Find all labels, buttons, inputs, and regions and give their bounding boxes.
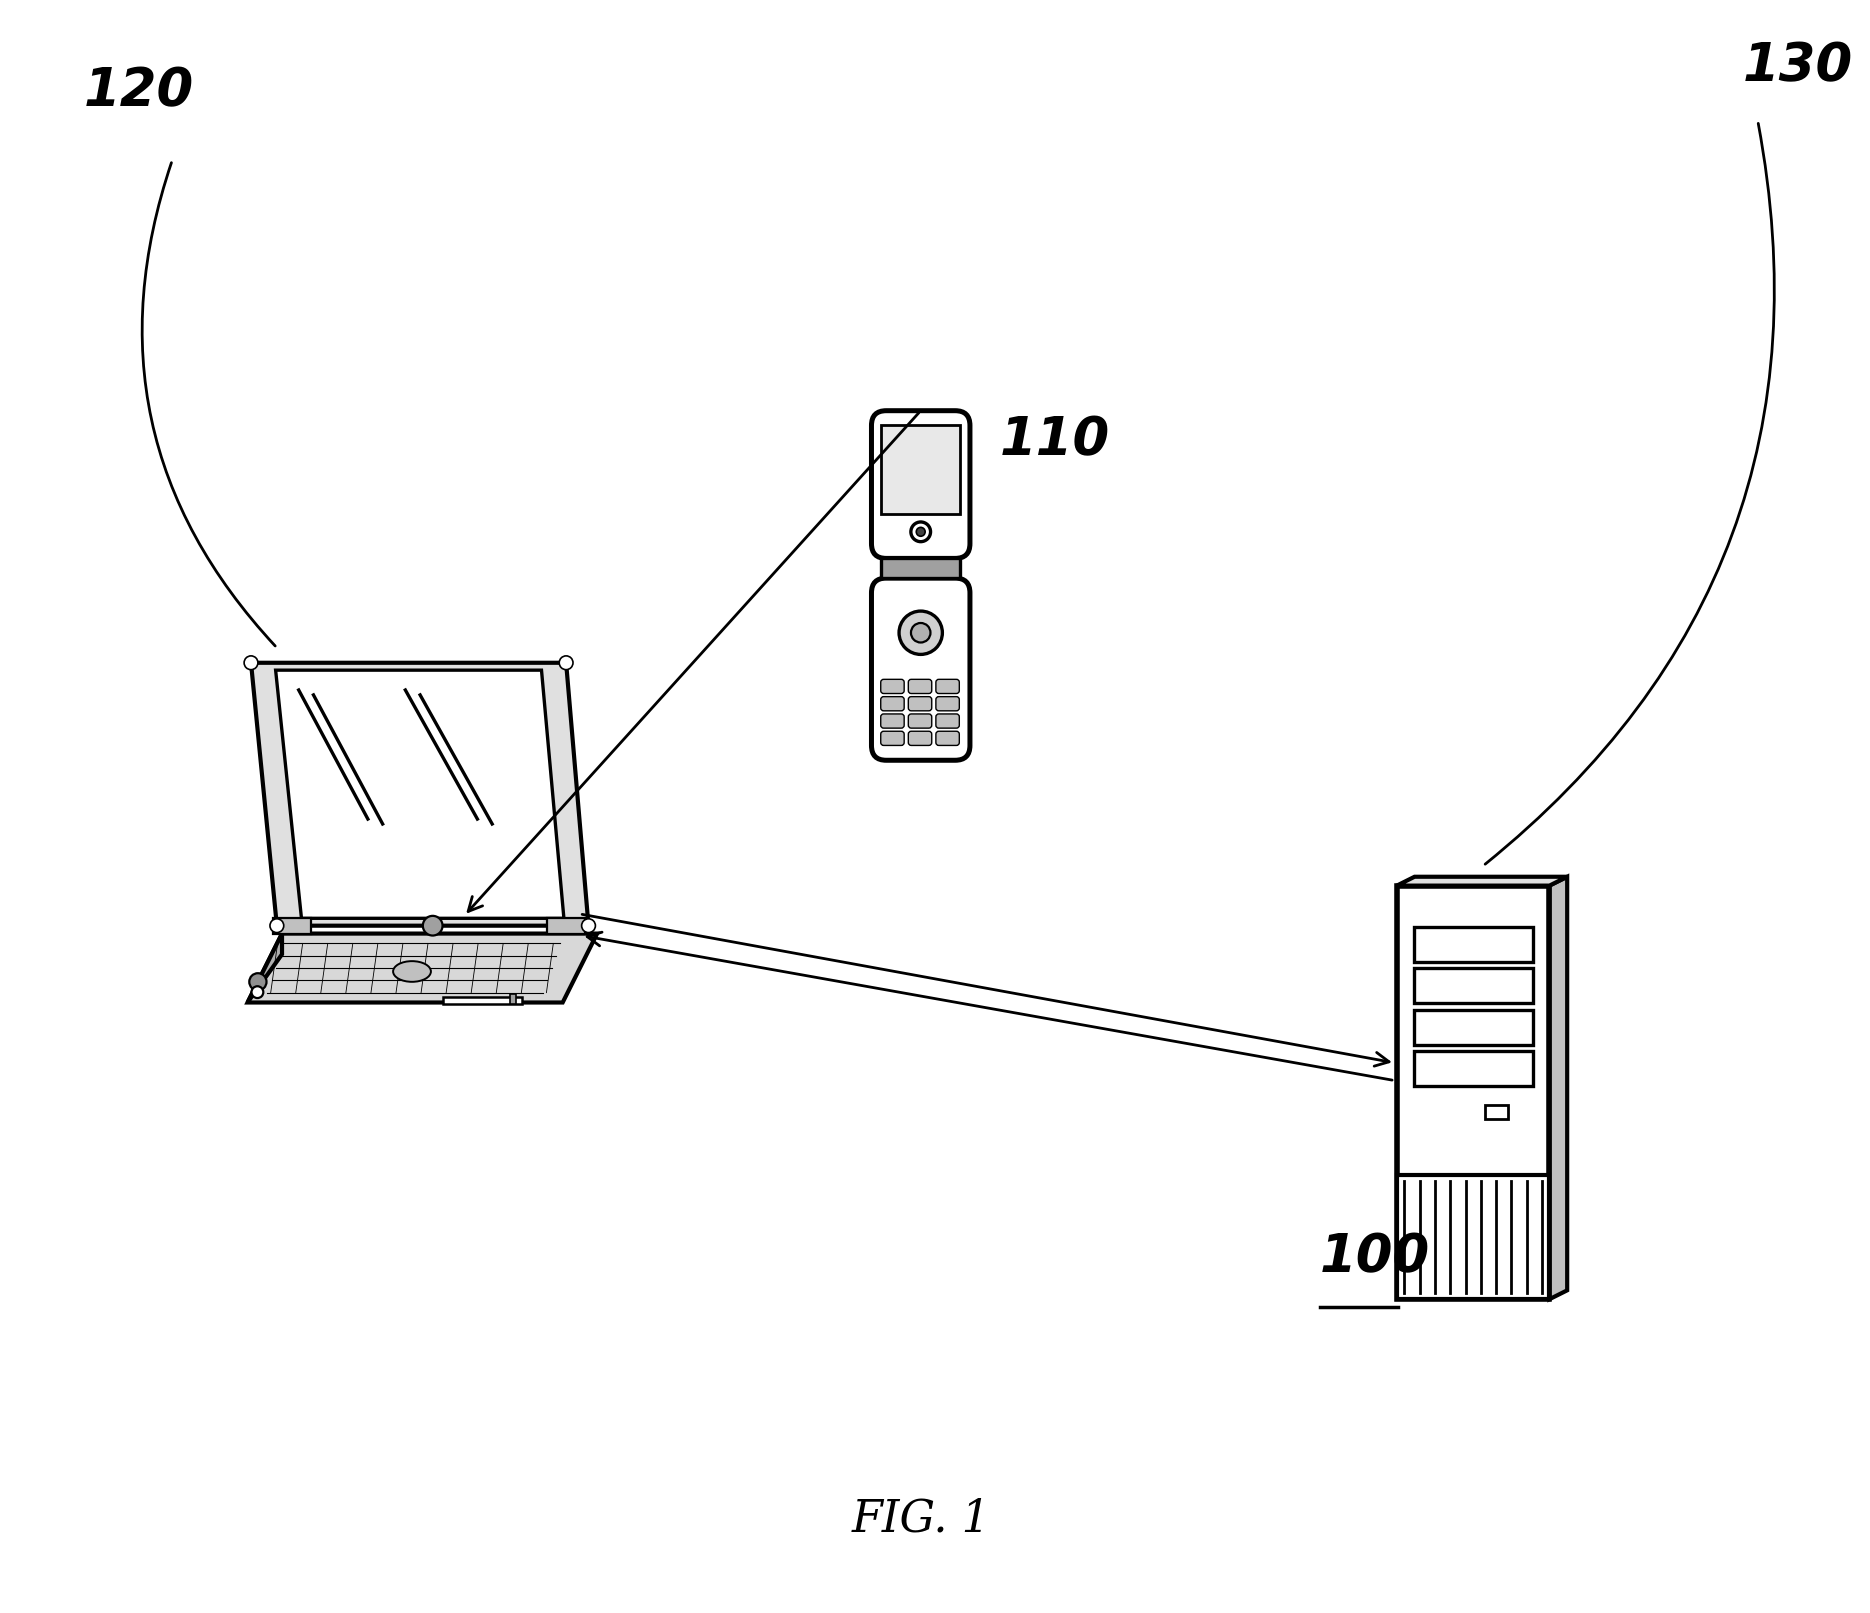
Bar [881,558,959,577]
Bar [1414,968,1533,1003]
Polygon shape [247,934,282,1003]
Circle shape [269,919,284,932]
Circle shape [423,916,443,936]
Bar [511,994,516,1003]
Circle shape [899,611,942,655]
FancyBboxPatch shape [871,577,971,760]
FancyBboxPatch shape [909,679,931,694]
Bar [548,918,585,934]
FancyBboxPatch shape [881,731,905,745]
Bar [273,918,310,934]
Polygon shape [1397,877,1567,886]
Text: FIG. 1: FIG. 1 [851,1497,991,1540]
Polygon shape [247,934,597,1003]
Bar [1485,1105,1509,1119]
FancyBboxPatch shape [909,715,931,727]
Circle shape [911,523,931,542]
FancyBboxPatch shape [935,697,959,711]
FancyBboxPatch shape [935,731,959,745]
Text: 110: 110 [999,415,1109,466]
Text: 120: 120 [84,65,194,116]
FancyBboxPatch shape [909,697,931,711]
FancyBboxPatch shape [935,679,959,694]
Circle shape [582,919,595,932]
Bar [1414,1010,1533,1045]
Bar [443,997,522,1003]
FancyBboxPatch shape [881,715,905,727]
Polygon shape [275,669,565,918]
Polygon shape [251,663,589,926]
Circle shape [251,986,264,998]
Text: 130: 130 [1743,40,1853,92]
Bar [1414,927,1533,961]
Bar [1414,1052,1533,1086]
FancyBboxPatch shape [881,697,905,711]
Polygon shape [1550,877,1567,1298]
Ellipse shape [393,961,430,982]
Ellipse shape [249,973,267,990]
Bar [1397,886,1550,1298]
Circle shape [245,656,258,669]
Text: 100: 100 [1320,1232,1431,1284]
Circle shape [916,527,926,536]
Circle shape [911,623,931,642]
Bar [1397,1176,1550,1298]
Circle shape [559,656,572,669]
FancyBboxPatch shape [909,731,931,745]
FancyBboxPatch shape [881,679,905,694]
Bar [881,426,959,515]
FancyBboxPatch shape [871,411,971,558]
FancyBboxPatch shape [935,715,959,727]
